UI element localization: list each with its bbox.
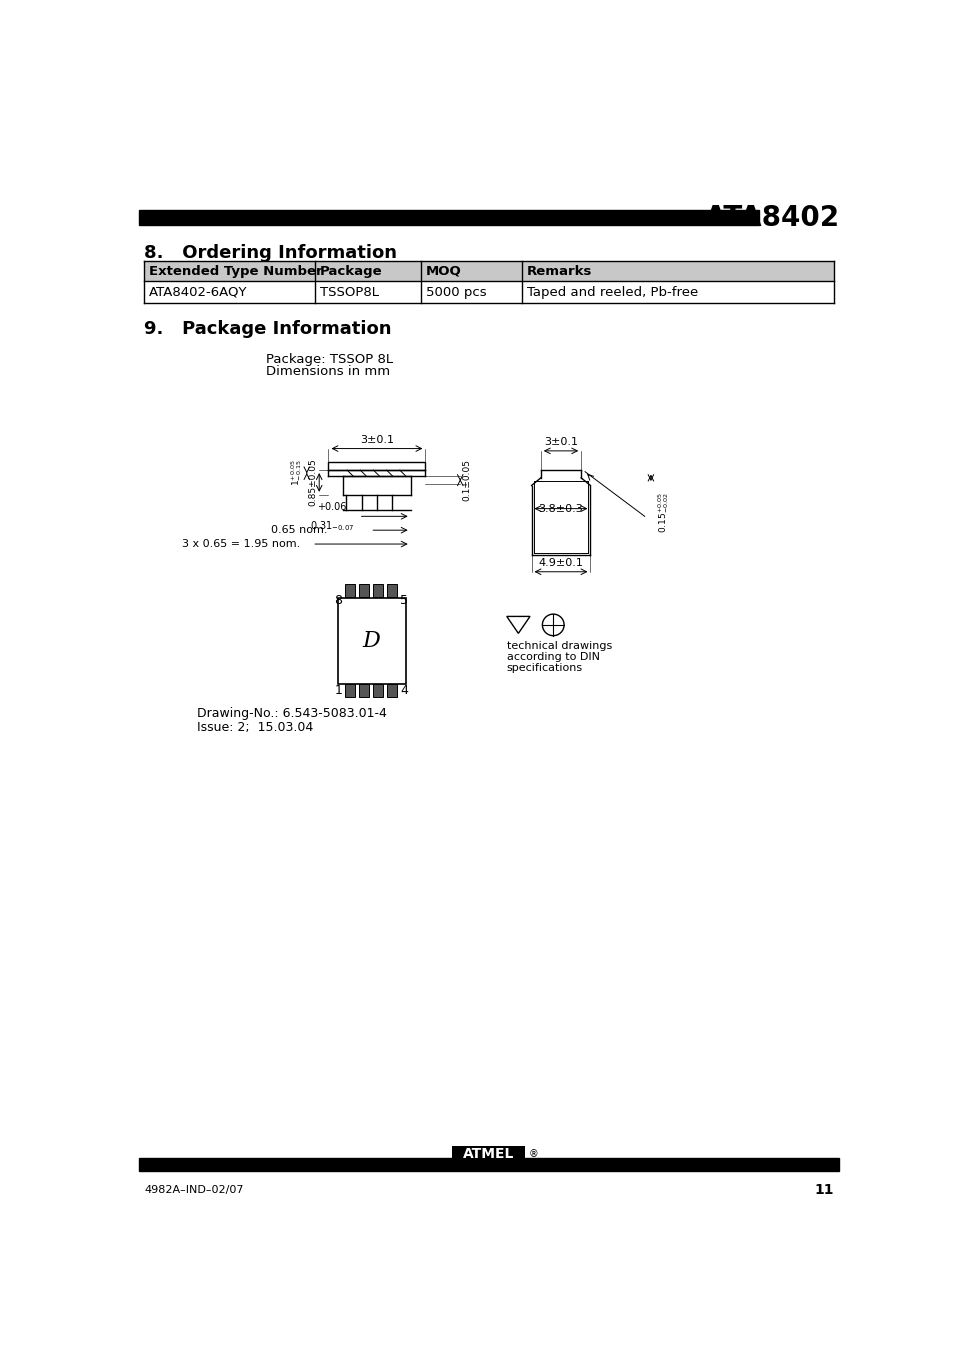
Text: according to DIN: according to DIN bbox=[506, 651, 599, 662]
Text: technical drawings: technical drawings bbox=[506, 642, 612, 651]
Bar bbox=[337, 598, 406, 684]
Text: 0.85±0.05: 0.85±0.05 bbox=[309, 458, 317, 507]
Text: 3.8±0.3: 3.8±0.3 bbox=[538, 504, 583, 513]
Text: 0.31$_{-0.07}$: 0.31$_{-0.07}$ bbox=[309, 519, 354, 534]
Text: 4: 4 bbox=[399, 684, 408, 697]
Bar bbox=[138, 209, 758, 226]
Text: 1: 1 bbox=[334, 684, 342, 697]
Bar bbox=[452, 1146, 525, 1162]
Text: 9.   Package Information: 9. Package Information bbox=[144, 320, 391, 338]
Text: Package: TSSOP 8L: Package: TSSOP 8L bbox=[266, 353, 394, 366]
Bar bbox=[345, 584, 355, 597]
Text: Taped and reeled, Pb-free: Taped and reeled, Pb-free bbox=[526, 286, 698, 299]
Text: 8.   Ordering Information: 8. Ordering Information bbox=[144, 243, 396, 262]
Bar bbox=[345, 684, 355, 697]
Text: D: D bbox=[362, 630, 379, 653]
Bar bbox=[387, 584, 396, 597]
Text: 4982A–IND–02/07: 4982A–IND–02/07 bbox=[144, 1185, 243, 1196]
Bar bbox=[387, 684, 396, 697]
Text: Remarks: Remarks bbox=[526, 265, 592, 277]
Text: 3 x 0.65 = 1.95 nom.: 3 x 0.65 = 1.95 nom. bbox=[182, 539, 300, 549]
Text: Package: Package bbox=[319, 265, 382, 277]
Text: 11: 11 bbox=[814, 1183, 833, 1197]
Bar bbox=[358, 584, 369, 597]
Text: Dimensions in mm: Dimensions in mm bbox=[266, 365, 390, 378]
Bar bbox=[358, 684, 369, 697]
Text: 0.65 nom.: 0.65 nom. bbox=[271, 526, 328, 535]
Text: Extended Type Number: Extended Type Number bbox=[149, 265, 322, 277]
Text: TSSOP8L: TSSOP8L bbox=[319, 286, 378, 299]
Text: MOQ: MOQ bbox=[426, 265, 461, 277]
Bar bbox=[144, 261, 833, 281]
Bar bbox=[373, 584, 383, 597]
Text: Drawing-No.: 6.543-5083.01-4: Drawing-No.: 6.543-5083.01-4 bbox=[196, 708, 386, 720]
Text: 5: 5 bbox=[399, 594, 408, 607]
Text: 1$^{+0.05}_{-0.15}$: 1$^{+0.05}_{-0.15}$ bbox=[290, 459, 304, 486]
Bar bbox=[373, 684, 383, 697]
Text: 0.15$^{+0.05}_{-0.02}$: 0.15$^{+0.05}_{-0.02}$ bbox=[656, 492, 671, 532]
Text: +0.06: +0.06 bbox=[316, 501, 346, 512]
Text: 0.1±0.05: 0.1±0.05 bbox=[462, 459, 471, 501]
Text: 8: 8 bbox=[334, 594, 342, 607]
Text: ATA8402: ATA8402 bbox=[704, 204, 840, 231]
Text: specifications: specifications bbox=[506, 662, 582, 673]
Text: 3±0.1: 3±0.1 bbox=[543, 436, 578, 447]
Text: ®: ® bbox=[528, 1148, 537, 1159]
Text: 4.9±0.1: 4.9±0.1 bbox=[538, 558, 583, 567]
Text: ATMEL: ATMEL bbox=[463, 1147, 514, 1161]
Bar bbox=[138, 1158, 839, 1171]
Bar bbox=[328, 462, 425, 470]
Text: Issue: 2;  15.03.04: Issue: 2; 15.03.04 bbox=[196, 721, 313, 734]
Text: 5000 pcs: 5000 pcs bbox=[426, 286, 486, 299]
Text: ATA8402-6AQY: ATA8402-6AQY bbox=[149, 286, 247, 299]
Text: 3±0.1: 3±0.1 bbox=[359, 435, 394, 444]
